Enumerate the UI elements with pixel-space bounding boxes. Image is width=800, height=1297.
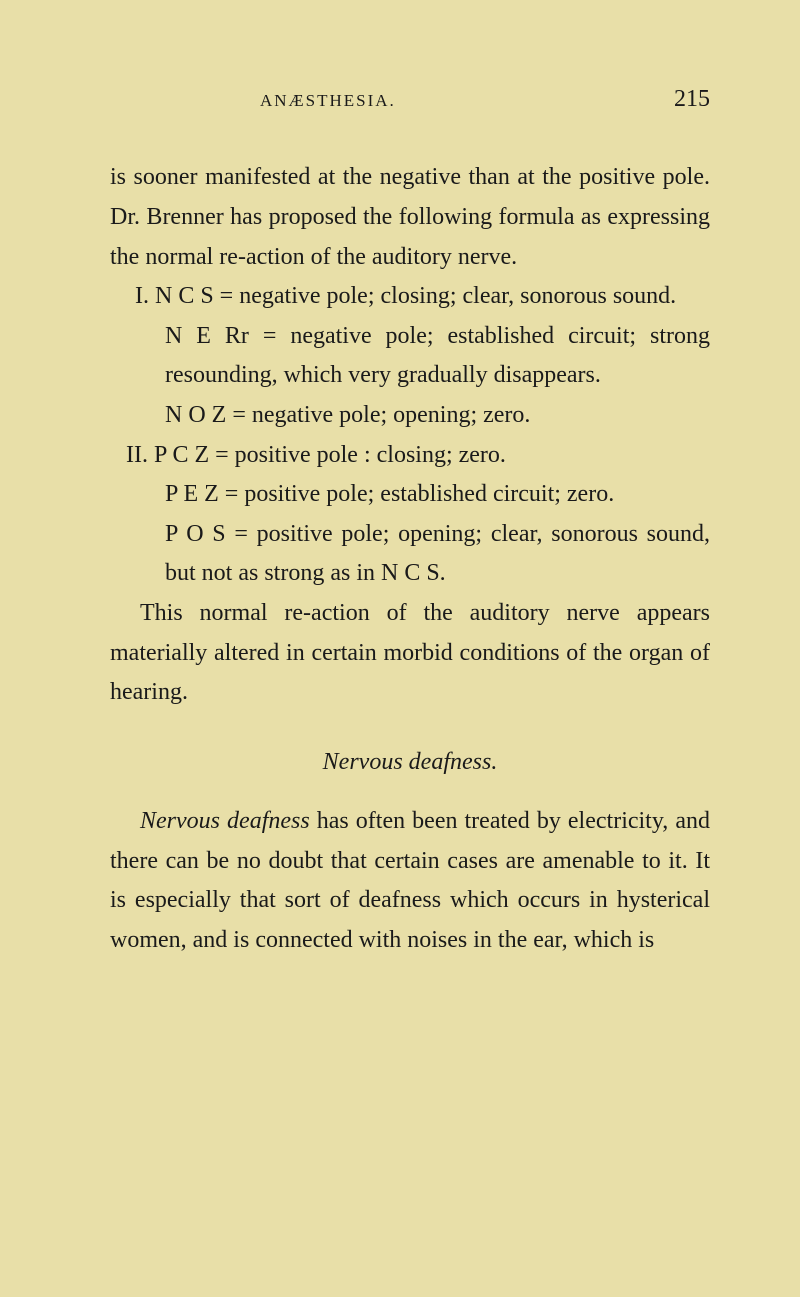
section-heading: Nervous deafness. (110, 743, 710, 783)
page-header: ANÆSTHESIA. 215 (110, 80, 710, 118)
formula-line-4: II. P C Z = positive pole : closing; zer… (110, 436, 710, 476)
formula-line-2: N E Rr = negative pole; established circ… (110, 317, 710, 396)
formula-line-3: N O Z = negative pole; opening; zero. (110, 396, 710, 436)
paragraph-1: is sooner manifested at the negative tha… (110, 158, 710, 277)
paragraph-3: Nervous deafness has often been treated … (110, 802, 710, 960)
running-head: ANÆSTHESIA. (260, 87, 396, 114)
body-text: is sooner manifested at the negative tha… (110, 158, 710, 960)
formula-line-6: P O S = positive pole; opening; clear, s… (110, 515, 710, 594)
italic-term: Nervous deafness (140, 808, 310, 834)
page-container: ANÆSTHESIA. 215 is sooner manifested at … (0, 0, 800, 1021)
paragraph-2: This normal re-action of the auditory ne… (110, 594, 710, 713)
page-number: 215 (674, 80, 710, 118)
formula-line-1: I. N C S = negative pole; closing; clear… (110, 277, 710, 317)
formula-block: I. N C S = negative pole; closing; clear… (110, 277, 710, 594)
formula-line-5: P E Z = positive pole; established circu… (110, 475, 710, 515)
